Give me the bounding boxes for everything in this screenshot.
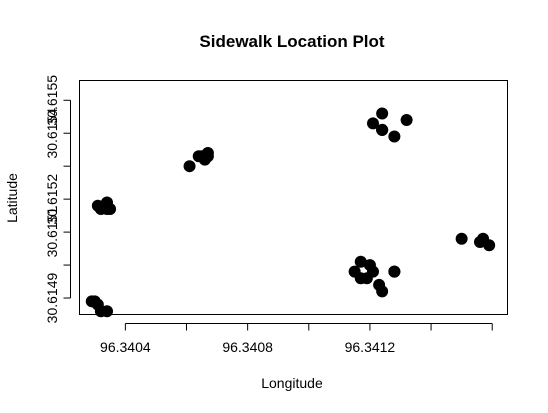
y-tick-label: 30.6154: [44, 108, 60, 159]
x-tick-label: 96.3412: [345, 339, 396, 355]
y-tick-label: 30.6152: [44, 174, 60, 225]
x-tick-label: 96.3408: [222, 339, 273, 355]
data-point: [388, 130, 401, 143]
y-tick-label: 30.6149: [44, 273, 60, 324]
x-axis-title: Longitude: [261, 375, 323, 391]
data-point: [183, 160, 196, 173]
chart-title: Sidewalk Location Plot: [199, 32, 384, 51]
data-point: [354, 255, 367, 268]
data-point: [104, 203, 117, 216]
data-point: [376, 123, 389, 136]
data-points: [85, 107, 496, 318]
data-point: [366, 265, 379, 278]
y-tick-label: 30.6155: [44, 75, 60, 126]
data-point: [400, 114, 413, 127]
x-tick-label: 96.3404: [100, 339, 151, 355]
x-axis: 96.3404 96.3408 96.3412: [100, 323, 493, 355]
data-point: [101, 305, 114, 318]
data-point: [455, 232, 468, 245]
data-point: [366, 117, 379, 130]
data-point: [376, 285, 389, 298]
data-point: [388, 265, 401, 278]
data-point: [201, 150, 214, 163]
plot-area: [79, 80, 508, 315]
y-tick-label: 30.6151: [44, 207, 60, 258]
data-point: [376, 107, 389, 120]
y-axis-title: Latitude: [4, 173, 20, 223]
data-point: [483, 239, 496, 252]
